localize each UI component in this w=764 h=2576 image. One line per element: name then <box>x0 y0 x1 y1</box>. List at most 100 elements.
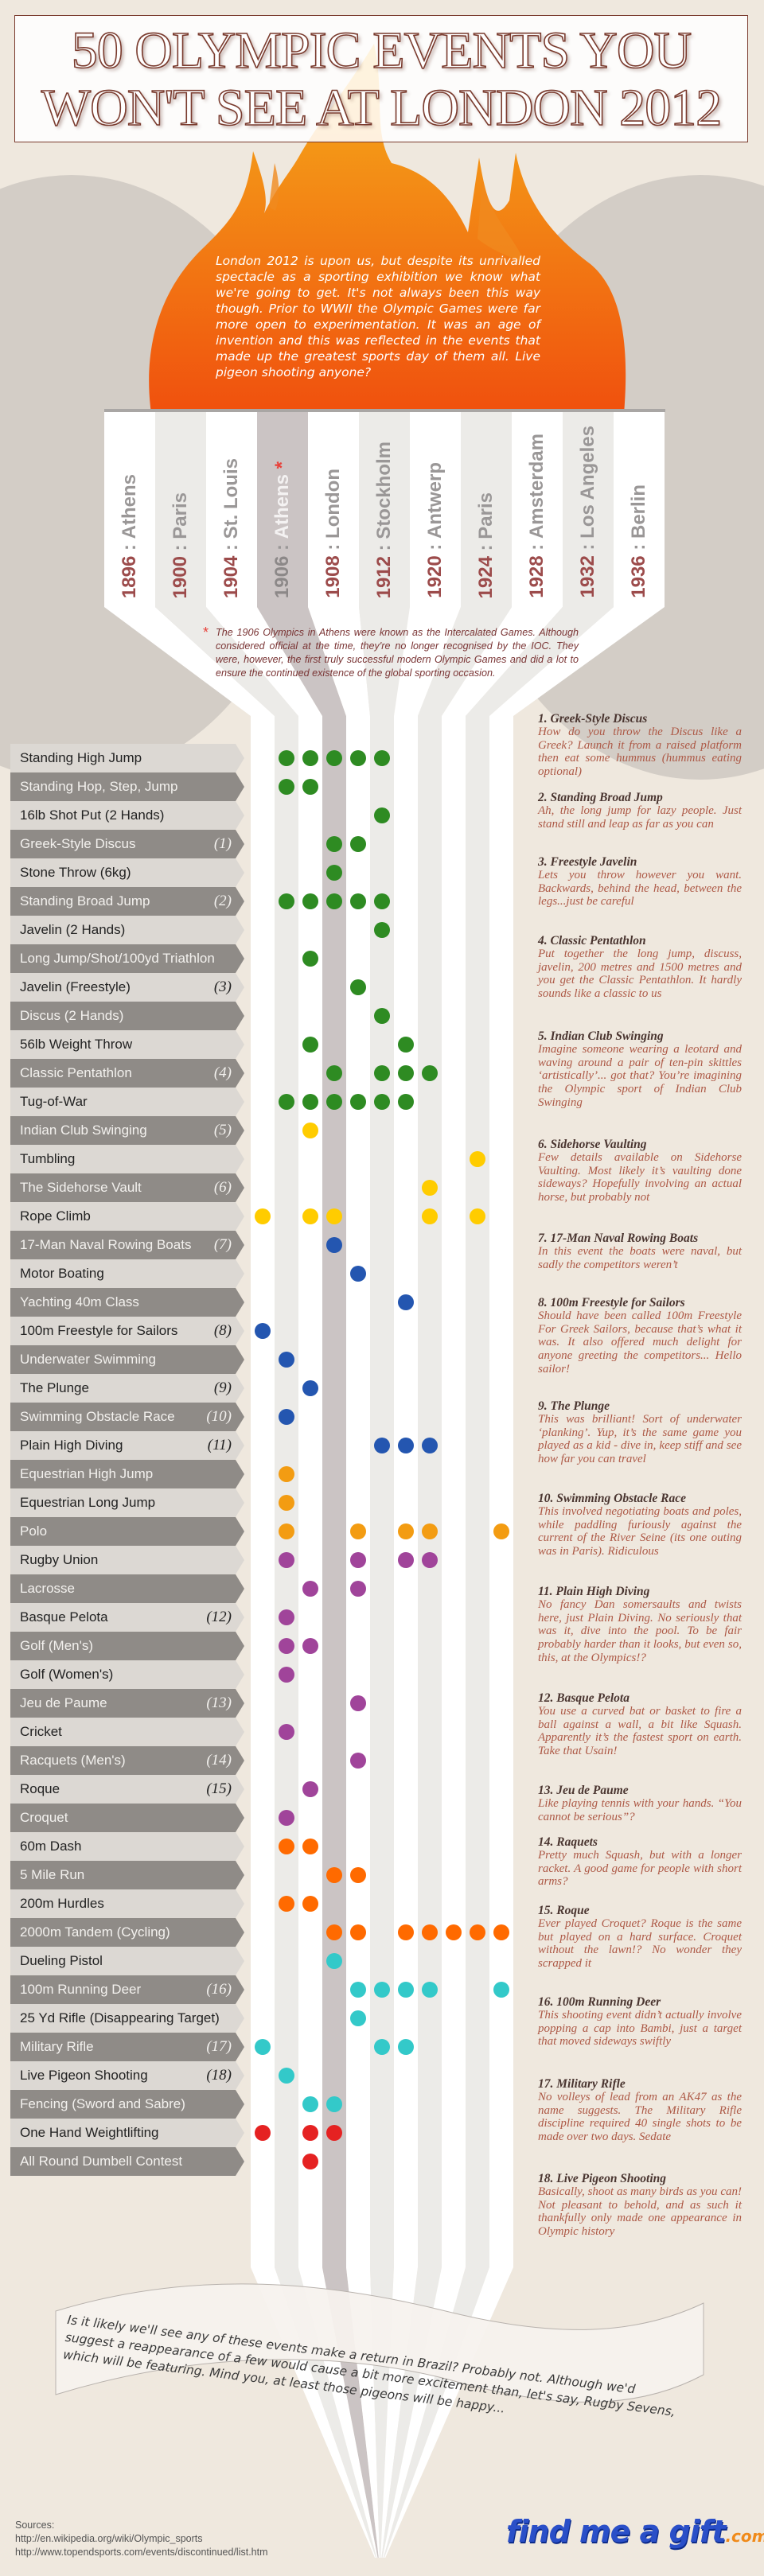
event-dot-1932 <box>470 1208 485 1224</box>
event-name: Roque <box>20 1781 60 1796</box>
event-row: Yachting 40m Class <box>10 1288 244 1317</box>
event-name: 16lb Shot Put (2 Hands) <box>20 807 165 823</box>
event-name: The Sidehorse Vault <box>20 1180 142 1195</box>
logo-suffix: .com <box>725 2527 764 2546</box>
year-number: 1936 <box>628 555 649 598</box>
event-row: Equestrian Long Jump <box>10 1488 244 1517</box>
year-separator: : <box>170 539 191 556</box>
year-separator: : <box>271 539 293 556</box>
event-dot-1920 <box>398 1552 414 1568</box>
event-description: 16. 100m Running Deer This shooting event… <box>538 1995 742 2049</box>
event-dot-1906 <box>326 1094 342 1110</box>
year-number: 1920 <box>424 555 446 598</box>
event-dot-1924 <box>422 1180 438 1196</box>
event-dot-1900 <box>279 1896 294 1912</box>
year-label-1906: 1906 : Athens * <box>257 422 308 598</box>
description-title: 9. The Plunge <box>538 1399 610 1413</box>
event-dot-1908 <box>350 1523 366 1539</box>
event-description: 8. 100m Freestyle for Sailors Should have… <box>538 1296 742 1376</box>
description-body: Like playing tennis with your hands. “Yo… <box>538 1797 742 1823</box>
event-name: Long Jump/Shot/100yd Triathlon <box>20 951 215 966</box>
event-row: Javelin (2 Hands) <box>10 916 244 944</box>
description-body: This was brilliant! Sort of underwater ‘… <box>538 1413 742 1466</box>
description-title: 18. Live Pigeon Shooting <box>538 2172 667 2185</box>
event-dot-1904 <box>302 750 318 766</box>
description-title: 17. Military Rifle <box>538 2077 626 2091</box>
event-dot-1928 <box>446 1924 462 1940</box>
description-body: This involved negotiating boats and pole… <box>538 1505 742 1558</box>
year-number: 1904 <box>220 555 242 598</box>
event-dot-1904 <box>302 1781 318 1797</box>
year-label-1924: 1924 : Paris <box>461 422 512 598</box>
event-row: Golf (Men's) <box>10 1632 244 1660</box>
event-dot-1908 <box>350 1753 366 1769</box>
event-dot-1920 <box>398 1982 414 1998</box>
event-row: 16lb Shot Put (2 Hands) <box>10 801 244 830</box>
description-body: Pretty much Squash, but with a longer ra… <box>538 1849 742 1889</box>
event-row: 100m Freestyle for Sailors (8) <box>10 1317 244 1345</box>
event-dot-1908 <box>350 836 366 852</box>
event-note-number: (10) <box>206 1408 232 1425</box>
event-dot-1908 <box>350 893 366 909</box>
event-dot-1896 <box>255 1208 271 1224</box>
event-row: Dueling Pistol <box>10 1947 244 1975</box>
description-title: 8. 100m Freestyle for Sailors <box>538 1296 685 1309</box>
event-row: One Hand Weightlifting <box>10 2119 244 2147</box>
event-note-number: (12) <box>206 1609 232 1625</box>
event-name: Tug-of-War <box>20 1094 88 1109</box>
event-name: Tumbling <box>20 1151 76 1166</box>
event-note-number: (14) <box>206 1752 232 1769</box>
event-dot-1908 <box>350 1581 366 1597</box>
year-column-1920 <box>380 411 461 2558</box>
event-name: One Hand Weightlifting <box>20 2125 159 2140</box>
year-separator: : <box>322 539 344 556</box>
event-name: Equestrian High Jump <box>20 1466 154 1481</box>
event-note-number: (6) <box>213 1179 232 1196</box>
event-note-number: (13) <box>206 1695 232 1711</box>
event-dot-1906 <box>326 2125 342 2141</box>
event-dot-1924 <box>422 1924 438 1940</box>
event-dot-1904 <box>302 1123 318 1138</box>
event-dot-1900 <box>279 779 294 795</box>
year-column-1906 <box>257 411 379 2558</box>
event-dot-1906 <box>326 1208 342 1224</box>
description-title: 5. Indian Club Swinging <box>538 1029 664 1043</box>
event-row: Javelin (Freestyle) (3) <box>10 973 244 1002</box>
findmeagift-logo[interactable]: find me a gift.com <box>506 2514 764 2549</box>
year-label-1904: 1904 : St. Louis <box>206 422 257 598</box>
event-dot-1920 <box>398 1294 414 1310</box>
event-row: Military Rifle (17) <box>10 2033 244 2061</box>
event-dot-1906 <box>326 1065 342 1081</box>
event-dot-1912 <box>374 2039 390 2055</box>
source-link[interactable]: http://www.topendsports.com/events/disco… <box>15 2547 268 2558</box>
event-dot-1912 <box>374 1982 390 1998</box>
event-note-number: (11) <box>207 1437 232 1453</box>
description-body: Ah, the long jump for lazy people. Just … <box>538 804 742 831</box>
event-dot-1936 <box>493 1982 509 1998</box>
description-title: 1. Greek-Style Discus <box>538 712 648 726</box>
page-title-line-1: 50 OLYMPIC EVENTS YOU <box>71 21 692 80</box>
event-name: Golf (Women's) <box>20 1667 114 1682</box>
event-name: 200m Hurdles <box>20 1896 104 1911</box>
footnote: * The 1906 Olympics in Athens were known… <box>203 625 579 680</box>
event-row: Greek-Style Discus (1) <box>10 830 244 858</box>
event-dot-1904 <box>302 1380 318 1396</box>
event-row: 25 Yd Rifle (Disappearing Target) <box>10 2004 244 2033</box>
event-note-number: (7) <box>213 1236 232 1253</box>
event-description: 10. Swimming Obstacle Race This involved … <box>538 1492 742 1558</box>
event-description: 2. Standing Broad Jump Ah, the long jump … <box>538 791 742 831</box>
event-description: 13. Jeu de Paume Like playing tennis with… <box>538 1784 742 1823</box>
event-dot-1904 <box>302 1208 318 1224</box>
event-dot-1900 <box>279 1409 294 1425</box>
description-title: 16. 100m Running Deer <box>538 1995 661 2009</box>
event-dot-1924 <box>422 1438 438 1453</box>
source-link[interactable]: http://en.wikipedia.org/wiki/Olympic_spo… <box>15 2533 203 2544</box>
event-description: 6. Sidehorse Vaulting Few details availab… <box>538 1138 742 1204</box>
intro-text: London 2012 is upon us, but despite its … <box>216 254 540 379</box>
footnote-asterisk: * <box>203 625 209 640</box>
event-row: Rope Climb <box>10 1202 244 1231</box>
year-separator: : <box>628 539 649 556</box>
year-label-1896: 1896 : Athens <box>104 422 155 598</box>
event-row: Rugby Union <box>10 1546 244 1574</box>
sources: Sources: http://en.wikipedia.org/wiki/Ol… <box>15 2519 268 2559</box>
